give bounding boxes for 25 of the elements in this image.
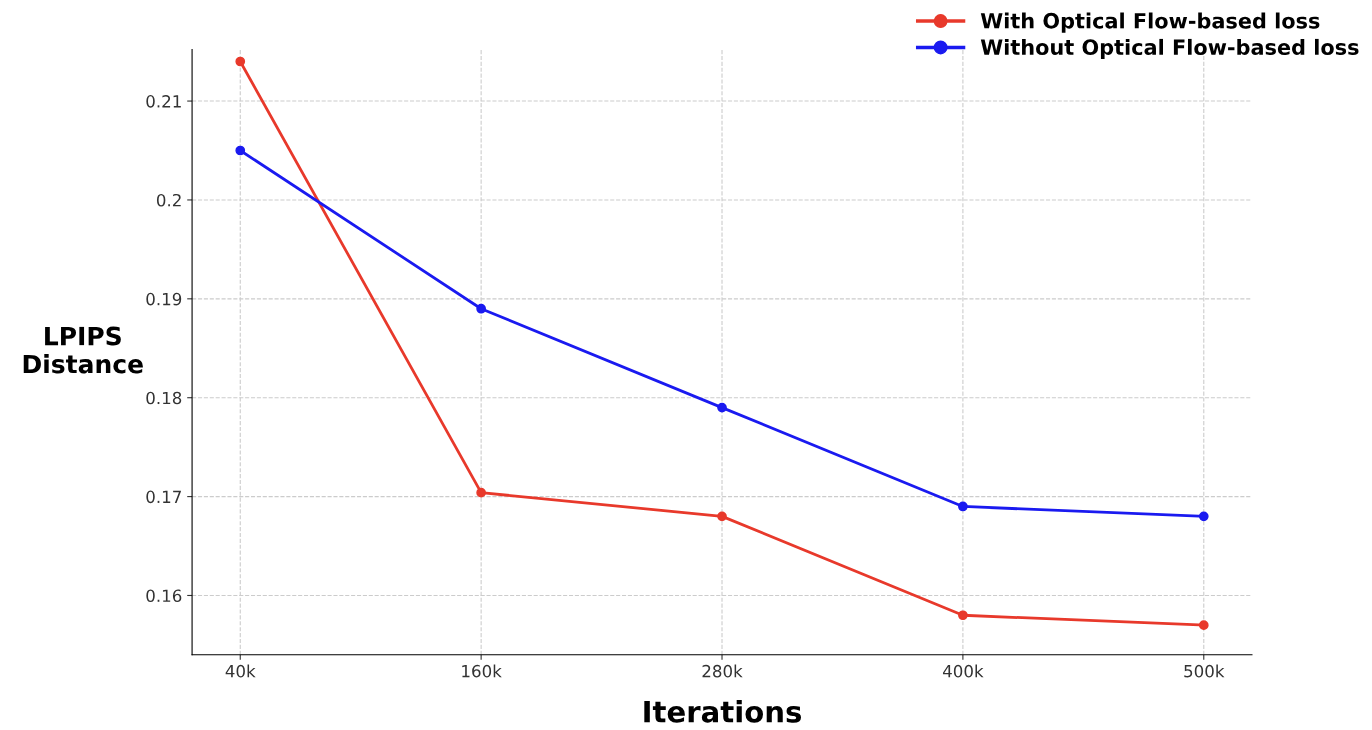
x-tick-label: 280k <box>702 664 743 678</box>
y-tick-label: 0.17 <box>146 490 181 504</box>
point <box>717 402 727 413</box>
y-tick-label: 0.19 <box>146 292 182 306</box>
x-tick-label: 400k <box>942 664 984 678</box>
point <box>717 511 727 522</box>
legend-label: Without Optical Flow-based loss <box>980 38 1359 60</box>
y-tick-label: 0.2 <box>156 193 181 207</box>
point <box>476 487 486 498</box>
point <box>958 501 968 512</box>
point <box>1198 620 1209 631</box>
y-axis-title: LPIPS Distance <box>23 326 143 374</box>
x-axis-title: Iterations <box>644 700 802 723</box>
x-tick-label: 160k <box>462 664 502 678</box>
point <box>1198 511 1209 522</box>
x-tick-label: 40k <box>225 664 256 678</box>
y-tick-label: 0.18 <box>146 391 182 405</box>
point <box>958 610 968 621</box>
y-tick-label: 0.21 <box>146 95 181 108</box>
y-tick-label: 0.16 <box>146 589 182 603</box>
x-tick-label: 500k <box>1184 664 1225 678</box>
point <box>235 145 246 156</box>
point <box>476 303 486 314</box>
point <box>235 56 246 67</box>
legend-label: With Optical Flow-based loss <box>980 12 1320 33</box>
